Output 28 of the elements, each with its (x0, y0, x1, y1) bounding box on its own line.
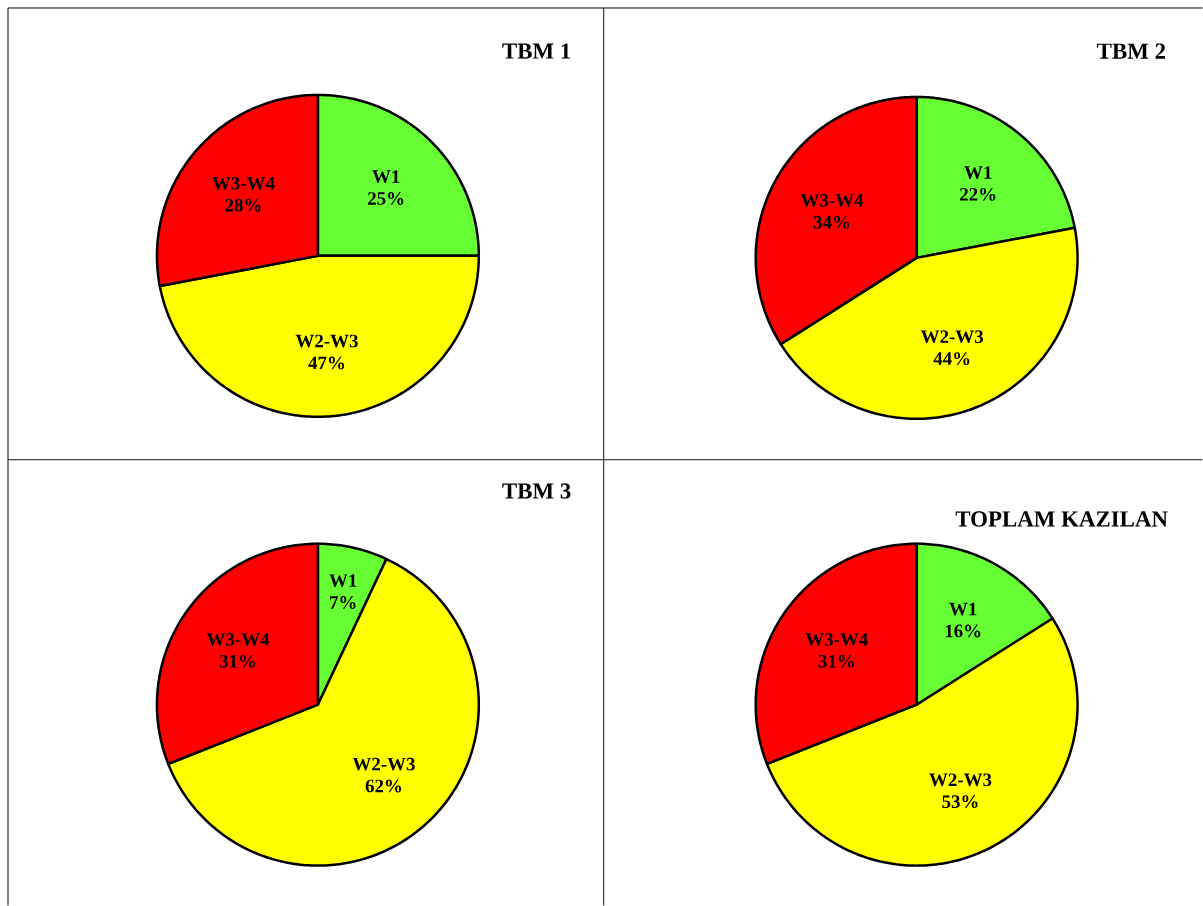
data-label: 28% (225, 198, 261, 212)
slice-label: W3-W4 (800, 193, 864, 207)
data-label: 62% (365, 779, 402, 793)
slice-label: W2-W3 (929, 773, 992, 787)
text: TBM 2 (1097, 43, 1166, 59)
text: TBM 3 (502, 483, 571, 499)
slice-label: W2-W3 (295, 334, 358, 348)
text: TBM 1 (502, 43, 571, 59)
slice-label: W3-W4 (206, 633, 270, 646)
slice-label: W1 (949, 602, 977, 616)
data-label: 31% (818, 654, 854, 668)
data-label: 31% (219, 654, 256, 668)
data-label: 22% (960, 187, 996, 201)
slice-label: W1 (329, 574, 357, 587)
slice-label: W3-W4 (805, 633, 868, 646)
slice-label: W1 (372, 170, 400, 183)
data-label: 47% (308, 356, 345, 370)
data-label: 34% (813, 215, 850, 229)
data-label: 53% (942, 795, 978, 809)
chart-title: TOPLAM KAZILAN (955, 511, 1168, 527)
data-label: 7% (330, 596, 356, 609)
data-label: 44% (933, 352, 970, 365)
slice-label: W1 (964, 166, 992, 179)
slice-label: W3-W4 (212, 176, 275, 190)
slice-label: W2-W3 (352, 757, 415, 771)
data-label: 16% (945, 624, 981, 638)
data-label: 25% (368, 192, 404, 205)
slice-label: W2-W3 (920, 330, 984, 344)
